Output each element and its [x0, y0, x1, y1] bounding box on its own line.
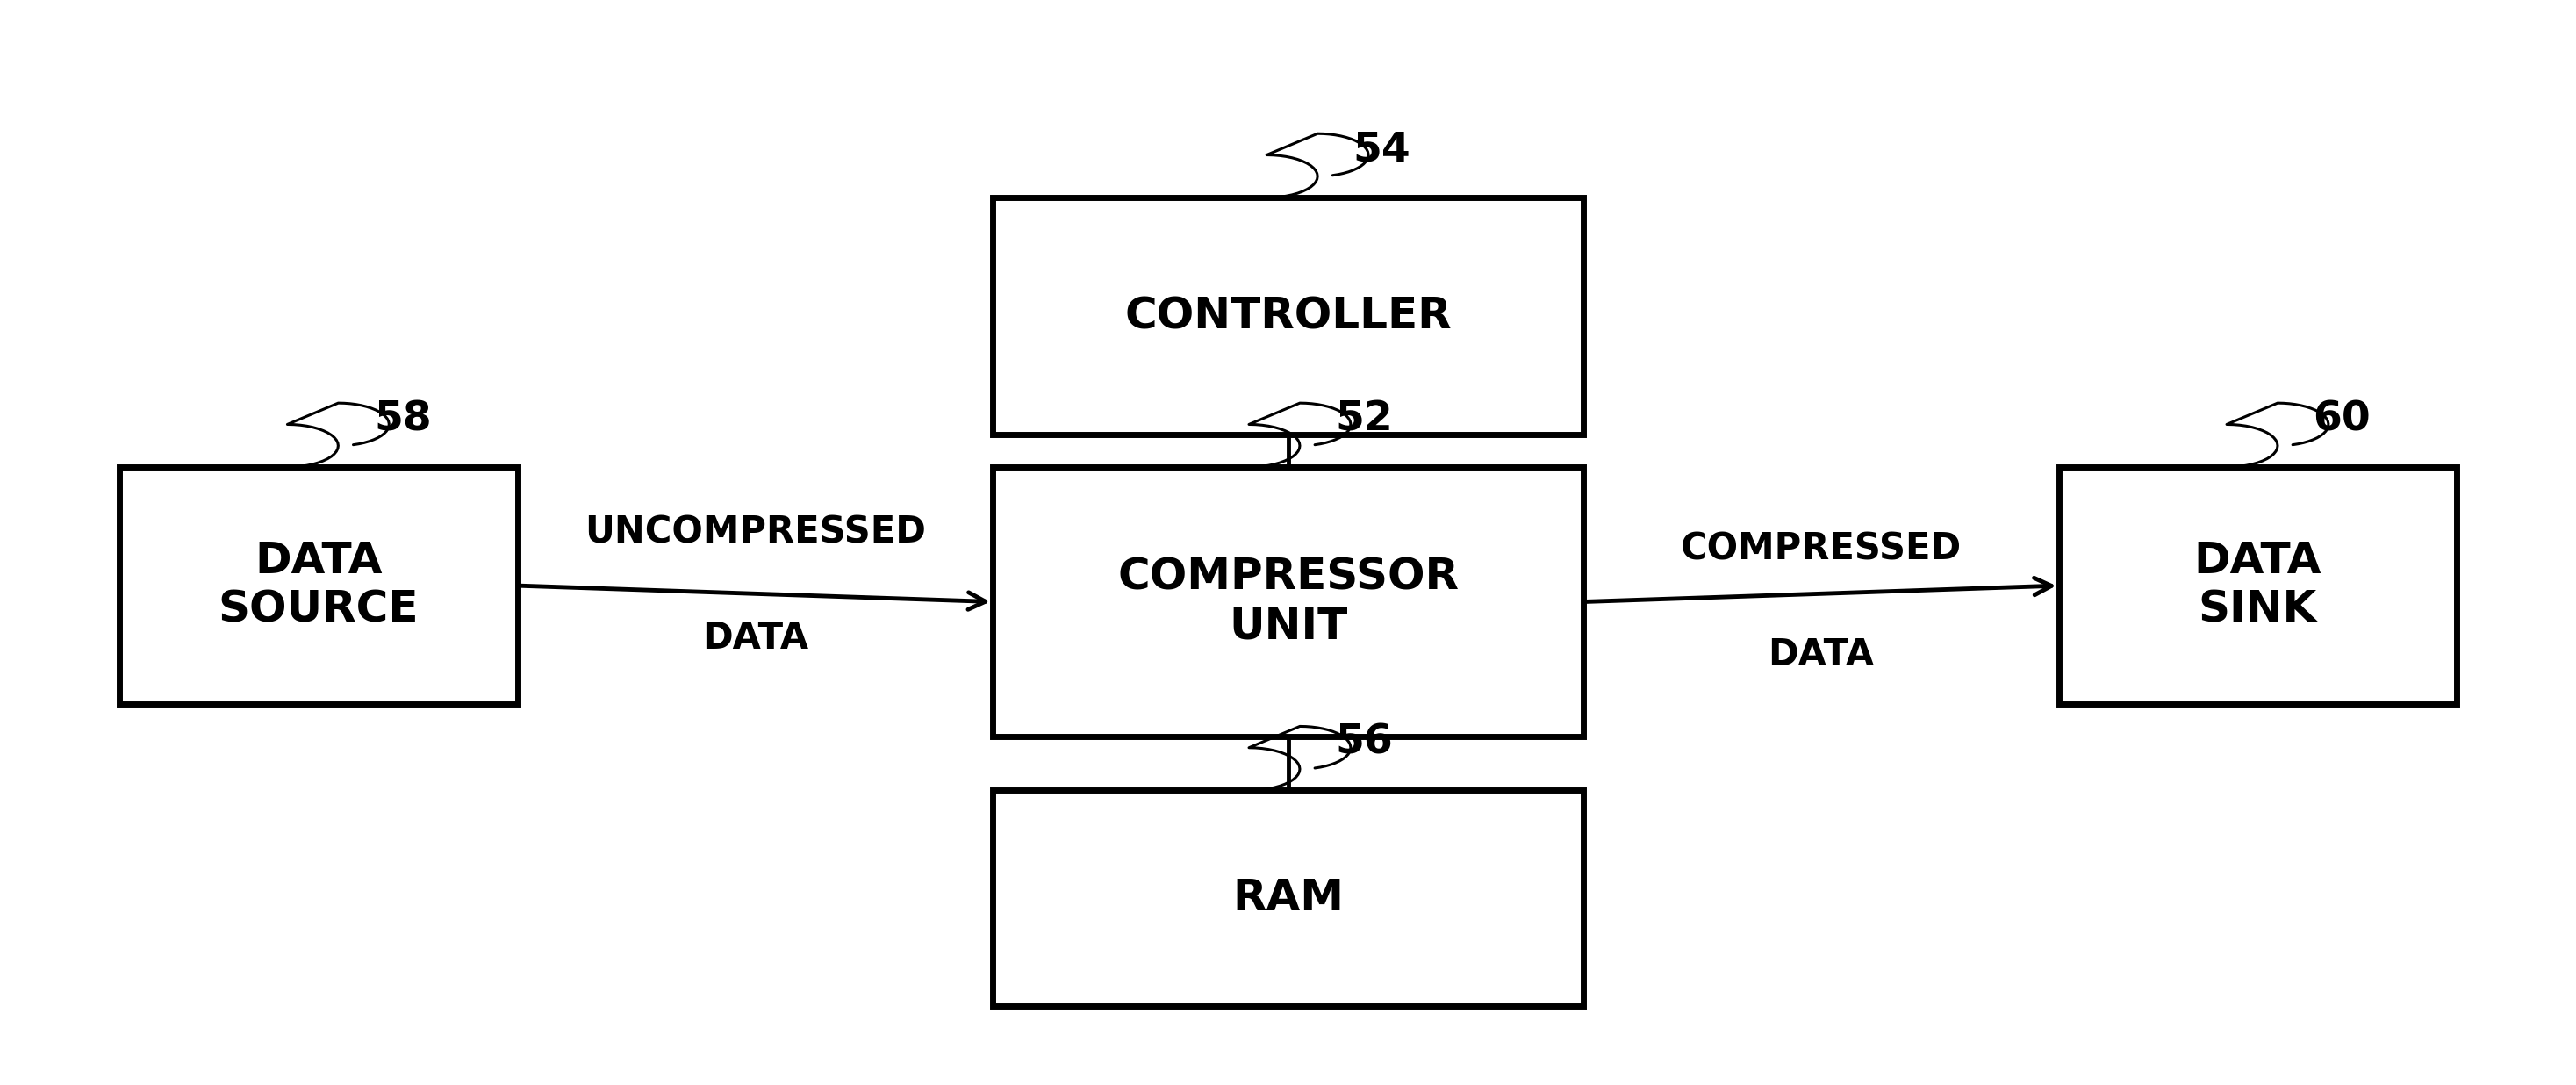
Bar — [118, 467, 518, 704]
Bar — [2058, 467, 2458, 704]
Bar — [992, 197, 1584, 435]
Text: 56: 56 — [1334, 724, 1394, 763]
Text: 52: 52 — [1334, 400, 1394, 439]
Text: 54: 54 — [1352, 130, 1412, 170]
Text: 58: 58 — [374, 400, 430, 439]
Text: DATA: DATA — [1767, 636, 1875, 673]
Bar — [992, 467, 1584, 737]
Text: UNCOMPRESSED: UNCOMPRESSED — [585, 514, 925, 551]
Bar — [992, 790, 1584, 1006]
Text: COMPRESSOR
UNIT: COMPRESSOR UNIT — [1118, 557, 1458, 648]
Text: COMPRESSED: COMPRESSED — [1680, 531, 1960, 567]
Text: DATA
SINK: DATA SINK — [2195, 540, 2321, 631]
Text: DATA: DATA — [701, 621, 809, 656]
Text: RAM: RAM — [1231, 877, 1345, 919]
Text: DATA
SOURCE: DATA SOURCE — [219, 540, 417, 631]
Text: 60: 60 — [2313, 400, 2370, 439]
Text: CONTROLLER: CONTROLLER — [1126, 295, 1450, 337]
